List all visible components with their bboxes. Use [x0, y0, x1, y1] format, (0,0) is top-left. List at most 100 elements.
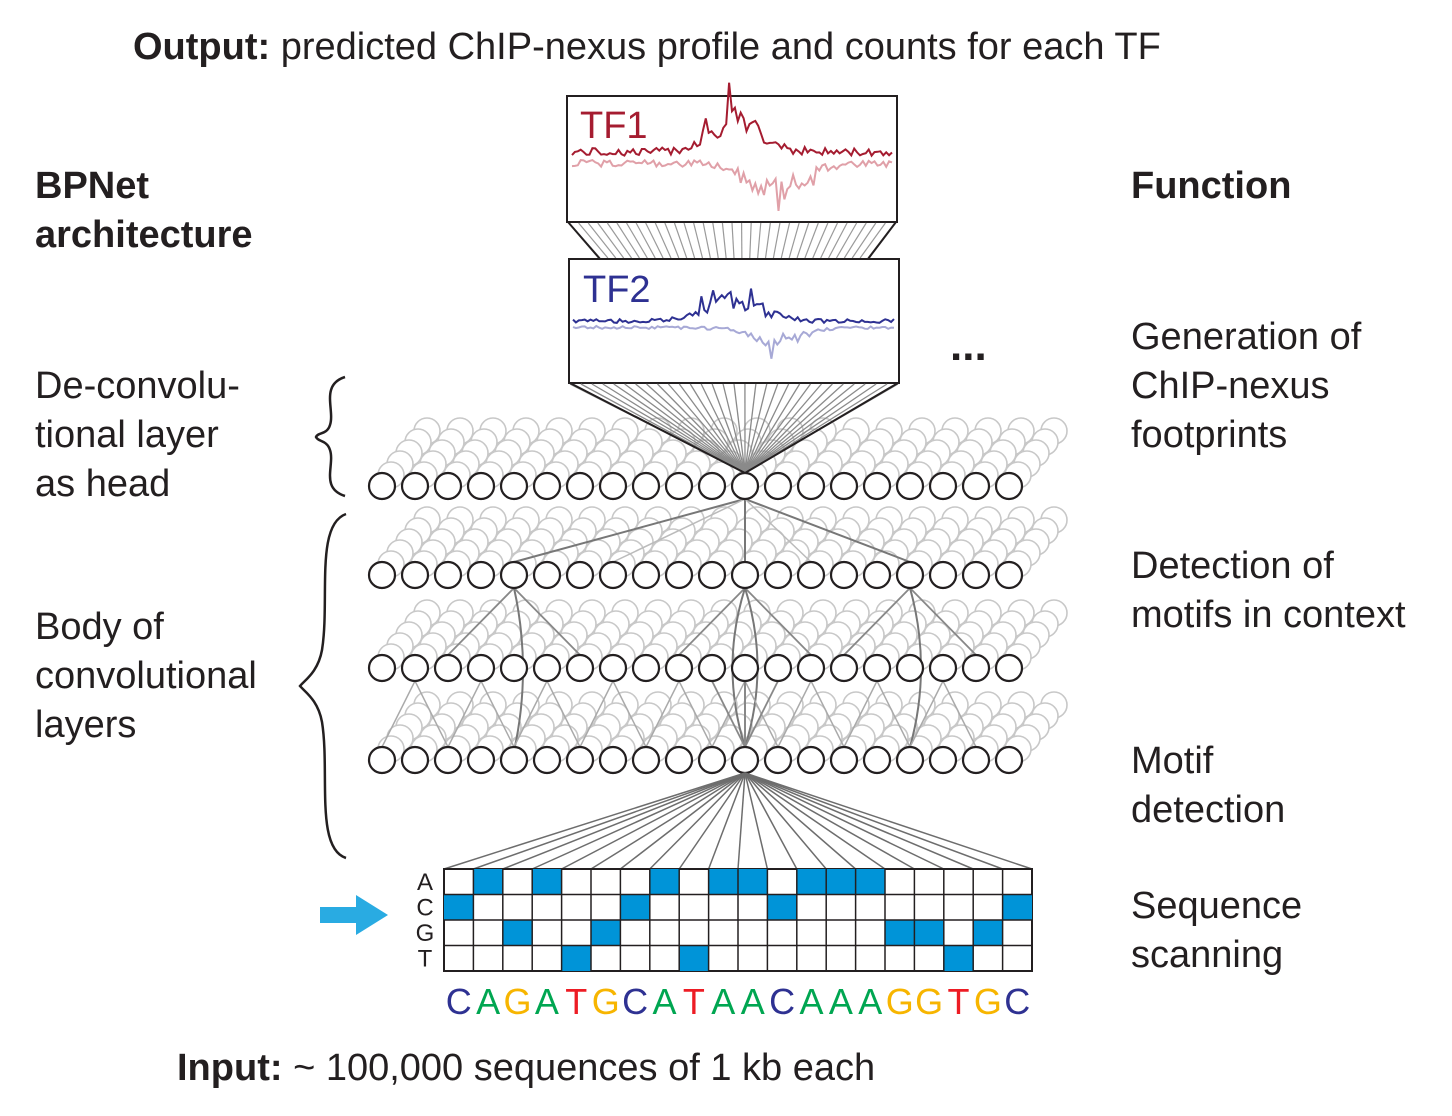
onehot-cell-filled	[767, 894, 797, 920]
neuron-node	[433, 653, 463, 683]
tf1-positive-strand-track	[571, 82, 893, 158]
neuron-node	[763, 560, 793, 590]
funnel-edge-right	[867, 221, 897, 260]
function-title: Function	[1131, 165, 1292, 207]
neuron-node	[664, 560, 694, 590]
connection-line	[678, 680, 713, 748]
funnel-line	[828, 222, 848, 259]
funnel-line	[700, 383, 746, 474]
layer-connections	[381, 498, 977, 752]
funnel-line	[678, 383, 746, 474]
neuron-node	[895, 471, 925, 501]
funnel-line	[597, 222, 625, 259]
funnel-line	[616, 222, 640, 259]
neuron-node	[730, 471, 760, 501]
neuron-node	[565, 471, 595, 501]
funnel-line	[744, 383, 790, 474]
sequence-base: C	[769, 981, 795, 1022]
scan-line	[443, 772, 746, 870]
funnel-line	[667, 383, 746, 474]
funnel-line	[820, 222, 839, 259]
funnel-line	[796, 222, 810, 259]
connection-line	[645, 680, 680, 748]
sequence-base: G	[974, 981, 1002, 1022]
sequence-base: C	[622, 981, 648, 1022]
neuron-node	[664, 745, 694, 775]
connection-line	[414, 680, 449, 748]
connection-line	[744, 498, 812, 563]
scan-line	[744, 772, 974, 870]
neuron-node	[400, 745, 430, 775]
footprints-line1: Generation of	[1131, 316, 1362, 358]
neuron-node	[862, 653, 892, 683]
onehot-grid	[443, 868, 1033, 972]
funnel-line	[780, 222, 791, 259]
tf2-profile-panel: TF2	[568, 258, 900, 384]
funnel-line	[772, 222, 781, 259]
funnel-edge-left	[567, 221, 601, 260]
neuron-node	[598, 745, 628, 775]
connection-line	[546, 680, 581, 748]
input-caption: Input: ~ 100,000 sequences of 1 kb each	[177, 1046, 875, 1090]
funnel-line	[721, 222, 727, 259]
connection-line	[612, 680, 647, 748]
funnel-line	[744, 383, 866, 474]
neuron-node	[961, 745, 991, 775]
neuron-node	[697, 745, 727, 775]
funnel-edge-right	[744, 382, 899, 474]
tf1-negative-strand-track	[571, 158, 893, 212]
scan-line	[619, 772, 746, 870]
scan-line	[744, 772, 915, 870]
funnel-line	[673, 222, 688, 259]
connection-line	[942, 680, 977, 748]
sequence-base: A	[476, 981, 500, 1022]
funnel-line	[646, 383, 746, 474]
funnel-line	[693, 222, 704, 259]
connection-line	[513, 498, 746, 563]
onehot-cell-filled	[649, 869, 680, 895]
scanning-line2: scanning	[1131, 934, 1284, 976]
neuron-node	[796, 653, 826, 683]
head-label-line2: tional layer	[35, 414, 219, 456]
connection-line	[579, 680, 614, 748]
funnel-line	[744, 383, 822, 474]
neuron-node	[829, 560, 859, 590]
scan-line	[744, 772, 1033, 870]
tf2-label: TF2	[583, 269, 651, 311]
neuron-node	[994, 560, 1024, 590]
sequence-base: G	[503, 981, 531, 1022]
neuron-node	[829, 745, 859, 775]
scan-line	[561, 772, 746, 870]
connection-line	[744, 587, 812, 656]
scan-line	[531, 772, 746, 870]
tf1-label: TF1	[580, 105, 648, 147]
footprints-line3: footprints	[1131, 414, 1288, 456]
neuron-node	[499, 471, 529, 501]
connection-line	[744, 498, 911, 563]
funnel-line	[835, 222, 858, 259]
motifs-context-line2: motifs in context	[1131, 594, 1406, 636]
connection-line	[744, 680, 779, 748]
funnel-line	[812, 222, 829, 259]
sequence-base: T	[683, 981, 705, 1022]
sequence-base: T	[565, 981, 587, 1022]
tf1-profile-panel: TF1	[566, 82, 898, 223]
funnel-line	[664, 222, 680, 259]
neuron-node	[862, 560, 892, 590]
onehot-cell-filled	[1002, 894, 1032, 920]
neuron-node	[433, 745, 463, 775]
neuron-node	[928, 560, 958, 590]
neuron-node	[895, 653, 925, 683]
connection-line	[513, 587, 581, 656]
neuron-node	[961, 560, 991, 590]
connection-line	[381, 680, 416, 748]
neuron-node	[928, 653, 958, 683]
sequence-base: G	[886, 981, 914, 1022]
funnel-line	[764, 222, 771, 259]
onehot-cell-filled	[444, 894, 474, 920]
funnel-line	[859, 222, 886, 259]
row-label-a: A	[417, 869, 433, 896]
funnel-line	[626, 222, 648, 259]
